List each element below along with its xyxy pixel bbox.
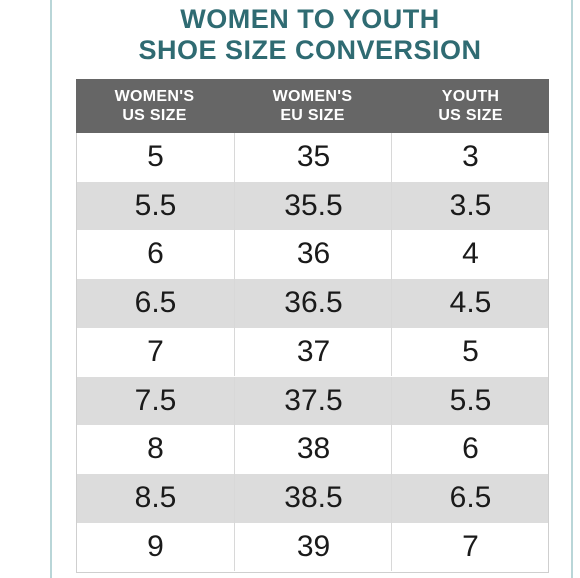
header-youth-us-line1: YOUTH (441, 88, 500, 105)
header-youth-us-line2: US SIZE (438, 107, 503, 124)
table-cell: 35.5 (234, 181, 392, 231)
table-cell: 7 (391, 522, 549, 572)
table-cell: 37 (234, 327, 392, 377)
table-row: 6.5 36.5 4.5 (77, 279, 548, 328)
table-row: 5.5 35.5 3.5 (77, 181, 549, 231)
table-cell: 35 (234, 133, 392, 182)
header-womens-us: WOMEN'S US SIZE (76, 87, 233, 125)
table-cell: 36 (234, 230, 392, 280)
table-cell: 6 (391, 425, 549, 474)
table-row: 9 39 7 (77, 522, 549, 572)
table-cell: 4 (391, 230, 549, 280)
table-cell: 39 (234, 522, 392, 572)
table-row: 6 36 4 (77, 230, 549, 280)
table-cell: 36.5 (234, 279, 392, 328)
table-cell: 3.5 (391, 181, 549, 231)
left-frame-line (50, 0, 52, 578)
table-cell: 5.5 (391, 376, 549, 426)
table-row: 8.5 38.5 6.5 (77, 473, 549, 523)
title-line-2: SHOE SIZE CONVERSION (138, 35, 482, 65)
header-womens-eu: WOMEN'S EU SIZE (234, 87, 391, 125)
table-cell: 6.5 (134, 286, 177, 320)
header-womens-eu-line1: WOMEN'S (272, 88, 353, 105)
table-row: 8 38 6 (77, 425, 548, 474)
table-cell: 9 (147, 529, 164, 563)
table-cell: 6 (147, 237, 164, 271)
table-cell: 7 (147, 334, 164, 368)
header-womens-eu-line2: EU SIZE (280, 107, 345, 124)
size-conversion-table: WOMEN'S US SIZE WOMEN'S EU SIZE YOUTH US… (76, 79, 549, 574)
table-cell: 5 (147, 140, 164, 173)
table-body: 5 35 3 5.5 35.5 3.5 6 36 4 6.5 36.5 4.5 7 37 5 7.5 37.5 5… (76, 133, 549, 573)
header-womens-us-line1: WOMEN'S (114, 88, 195, 105)
table-cell: 37.5 (234, 376, 392, 426)
table-cell: 4.5 (391, 279, 549, 328)
table-cell: 5.5 (134, 188, 177, 222)
table-header: WOMEN'S US SIZE WOMEN'S EU SIZE YOUTH US… (76, 79, 549, 133)
title-line-1: WOMEN TO YOUTH (180, 4, 440, 34)
table-row: 7.5 37.5 5.5 (77, 376, 549, 426)
table-cell: 6.5 (391, 473, 549, 523)
table-row: 5 35 3 (77, 133, 548, 182)
table-row: 7 37 5 (77, 327, 549, 377)
table-cell: 8.5 (134, 480, 177, 514)
table-cell: 3 (391, 133, 549, 182)
header-womens-us-line2: US SIZE (122, 107, 187, 124)
header-youth-us: YOUTH US SIZE (392, 87, 549, 125)
table-cell: 5 (391, 327, 549, 377)
right-frame-line (571, 0, 573, 578)
table-cell: 38.5 (234, 473, 392, 523)
table-cell: 8 (147, 432, 164, 466)
table-cell: 7.5 (134, 383, 177, 417)
table-cell: 38 (234, 425, 392, 474)
